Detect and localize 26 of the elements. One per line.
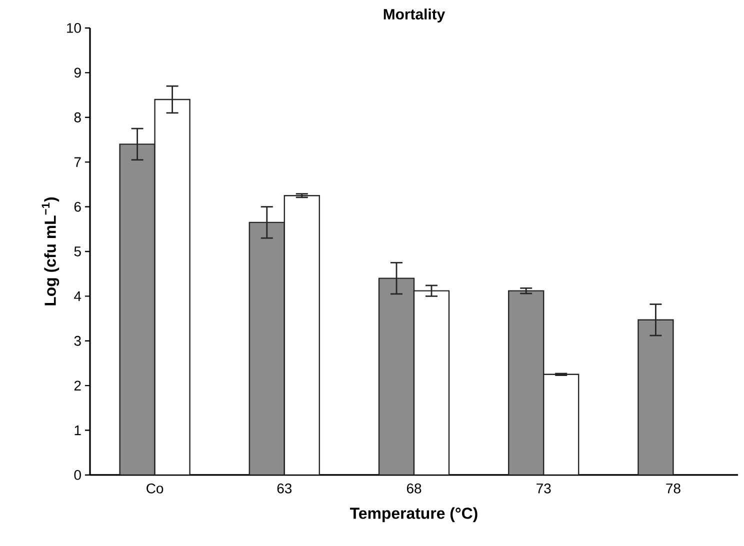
y-tick-label: 10 [67, 23, 81, 33]
x-axis-title: Temperature (°C) [350, 507, 478, 522]
y-tick-label: 3 [74, 336, 81, 346]
y-tick-label: 8 [74, 112, 81, 122]
bar [119, 144, 156, 475]
x-tick-label: 78 [666, 483, 680, 494]
x-tick-label: 73 [536, 483, 551, 494]
bar [638, 319, 674, 475]
bar [508, 290, 544, 475]
x-tick-label: 63 [277, 483, 292, 494]
y-tick-label: 7 [74, 157, 81, 167]
x-tick-label: Co [146, 483, 164, 494]
bar [413, 290, 450, 475]
y-tick-label: 5 [74, 246, 81, 256]
x-tick-label: 68 [406, 483, 422, 494]
bar [378, 278, 415, 475]
y-tick-label: 6 [74, 202, 81, 212]
bar [543, 374, 580, 475]
y-tick-label: 4 [74, 291, 82, 301]
y-tick-label: 9 [74, 68, 81, 78]
y-tick-label: 2 [74, 380, 81, 390]
y-tick-label: 1 [74, 425, 81, 436]
bar [248, 222, 286, 475]
y-axis-title: Log (cfu mL$^{−1}$) [42, 197, 60, 306]
y-tick-label: 0 [74, 470, 81, 480]
chart-title: Mortality [384, 8, 446, 22]
